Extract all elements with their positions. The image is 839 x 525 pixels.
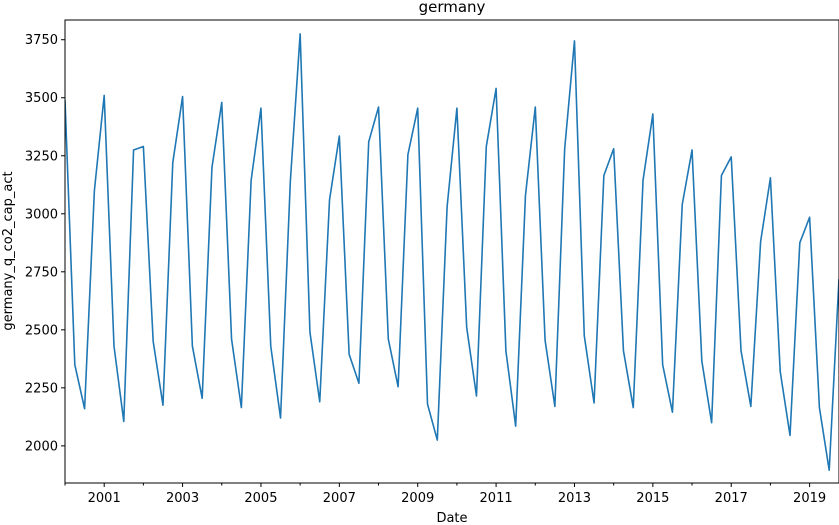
x-tick-label: 2005 xyxy=(244,491,277,506)
y-axis-title: germany_q_co2_cap_act xyxy=(1,171,16,330)
x-tick-label: 2009 xyxy=(401,491,434,506)
x-axis-title: Date xyxy=(436,511,467,525)
x-tick-label: 2015 xyxy=(636,491,669,506)
x-tick-label: 2003 xyxy=(166,491,199,506)
y-tick-label: 2750 xyxy=(25,265,58,280)
y-tick-label: 3000 xyxy=(25,207,58,222)
x-tick-label: 2019 xyxy=(793,491,826,506)
y-tick-label: 2500 xyxy=(25,323,58,338)
y-tick-label: 2000 xyxy=(25,439,58,454)
series-line xyxy=(65,33,839,472)
y-tick-label: 3250 xyxy=(25,149,58,164)
x-tick-label: 2007 xyxy=(323,491,356,506)
y-tick-label: 3750 xyxy=(25,33,58,48)
x-tick-label: 2017 xyxy=(715,491,748,506)
plot-frame xyxy=(64,19,839,484)
x-tick-label: 2001 xyxy=(88,491,121,506)
chart-title: germany xyxy=(419,0,486,16)
x-tick-label: 2011 xyxy=(480,491,513,506)
y-tick-label: 2250 xyxy=(25,381,58,396)
x-axis-ticks: 2001 2003 2005 2007 2009 2011 2013 2015 2017 2019 xyxy=(64,483,826,506)
y-axis-ticks: 2000 2250 2500 2750 3000 3250 3500 3750 xyxy=(25,33,65,454)
y-tick-label: 3500 xyxy=(25,91,58,106)
x-tick-label: 2013 xyxy=(558,491,591,506)
plot-area xyxy=(65,33,839,472)
